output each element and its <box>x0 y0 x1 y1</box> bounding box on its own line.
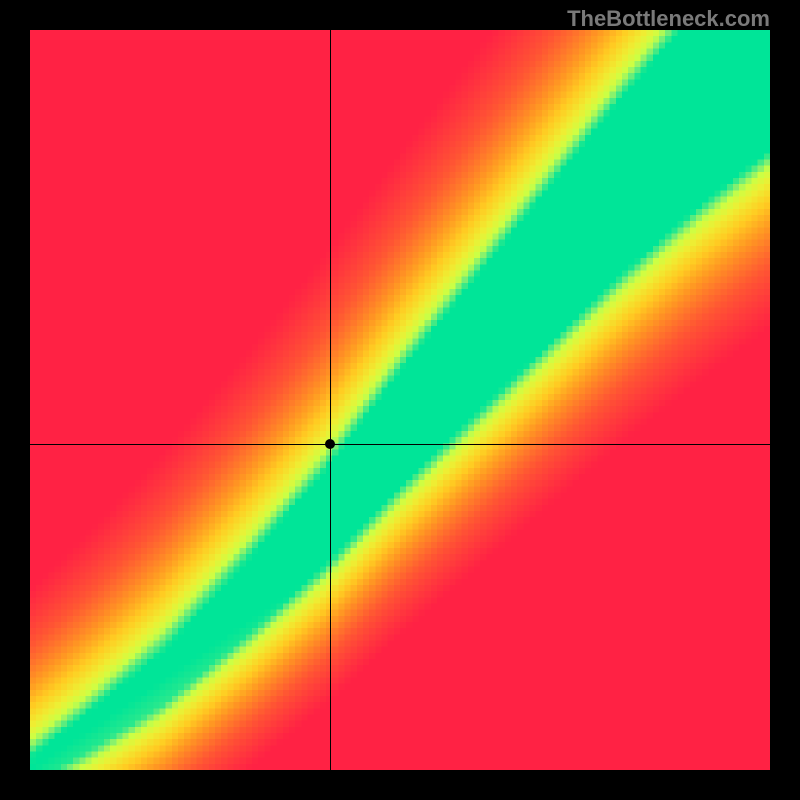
crosshair-marker <box>325 439 335 449</box>
heatmap-plot <box>30 30 770 770</box>
watermark-text: TheBottleneck.com <box>567 6 770 32</box>
crosshair-vertical <box>330 30 331 770</box>
chart-container: TheBottleneck.com <box>0 0 800 800</box>
crosshair-horizontal <box>30 444 770 445</box>
heatmap-canvas <box>30 30 770 770</box>
